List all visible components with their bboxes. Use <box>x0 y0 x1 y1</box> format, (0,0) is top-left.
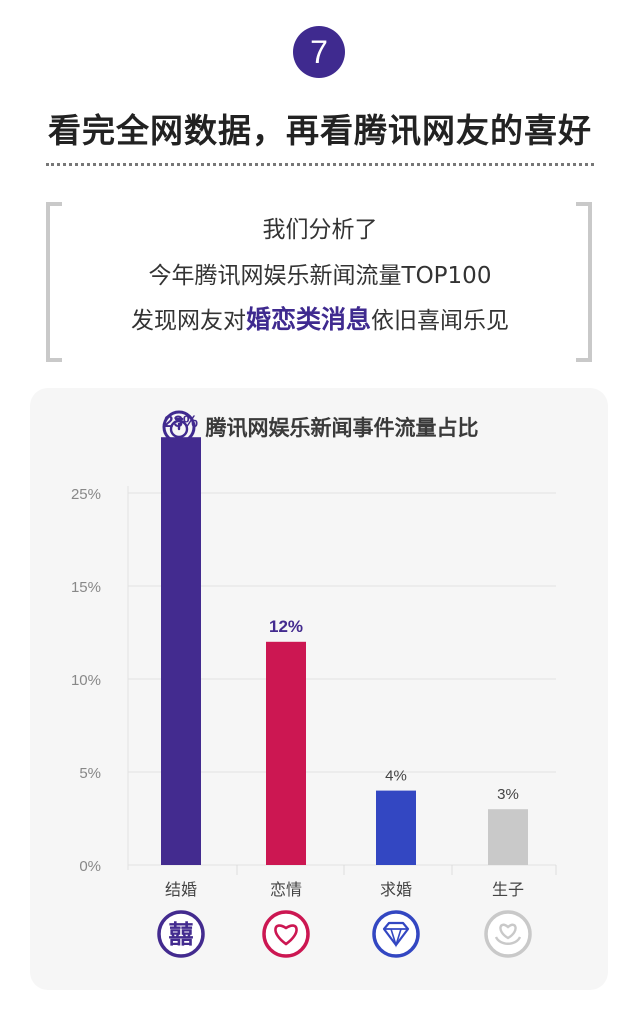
diamond-icon <box>372 910 420 958</box>
bar-value-label: 12% <box>269 617 303 636</box>
bar-结婚 <box>161 437 201 865</box>
y-tick-label: 25% <box>71 486 101 503</box>
bar-求婚 <box>376 790 416 865</box>
intro-line-3: 发现网友对婚恋类消息依旧喜闻乐见 <box>0 300 640 336</box>
x-category-label: 生子 <box>492 880 524 899</box>
left-bracket <box>46 202 62 362</box>
bar-恋情 <box>266 641 306 865</box>
chart-title-text: 腾讯网娱乐新闻事件流量占比 <box>205 416 479 440</box>
bar-value-label: 4% <box>385 768 407 785</box>
y-tick-label: 15% <box>71 579 101 596</box>
intro-line-2: 今年腾讯网娱乐新闻流量TOP100 <box>148 263 492 289</box>
chart-card <box>30 388 608 990</box>
dotted-divider <box>46 163 594 166</box>
right-bracket <box>576 202 592 362</box>
intro-highlight: 婚恋类消息 <box>245 305 371 334</box>
x-category-label: 恋情 <box>270 880 302 899</box>
heart-icon <box>262 910 310 958</box>
y-tick-label: 10% <box>71 672 101 689</box>
flower-icon <box>484 910 532 958</box>
bar-value-label: 3% <box>497 786 519 803</box>
intro-line-1: 我们分析了 <box>262 217 378 243</box>
bar-value-label: 23% <box>164 412 198 431</box>
intro-line-3-suffix: 依旧喜闻乐见 <box>371 308 509 334</box>
step-number-badge: 7 <box>293 26 345 78</box>
x-category-label: 结婚 <box>165 880 197 899</box>
svg-text:囍: 囍 <box>168 920 193 949</box>
intro-line-3-prefix: 发现网友对 <box>130 308 246 334</box>
y-tick-label: 0% <box>79 858 101 875</box>
headline: 看完全网数据，再看腾讯网友的喜好 <box>48 111 592 150</box>
double-happiness-icon: 囍 <box>157 910 205 958</box>
chart-title: 腾讯网娱乐新闻事件流量占比 <box>0 410 640 444</box>
x-category-label: 求婚 <box>380 880 412 899</box>
bar-生子 <box>488 809 528 865</box>
y-tick-label: 5% <box>79 765 101 782</box>
